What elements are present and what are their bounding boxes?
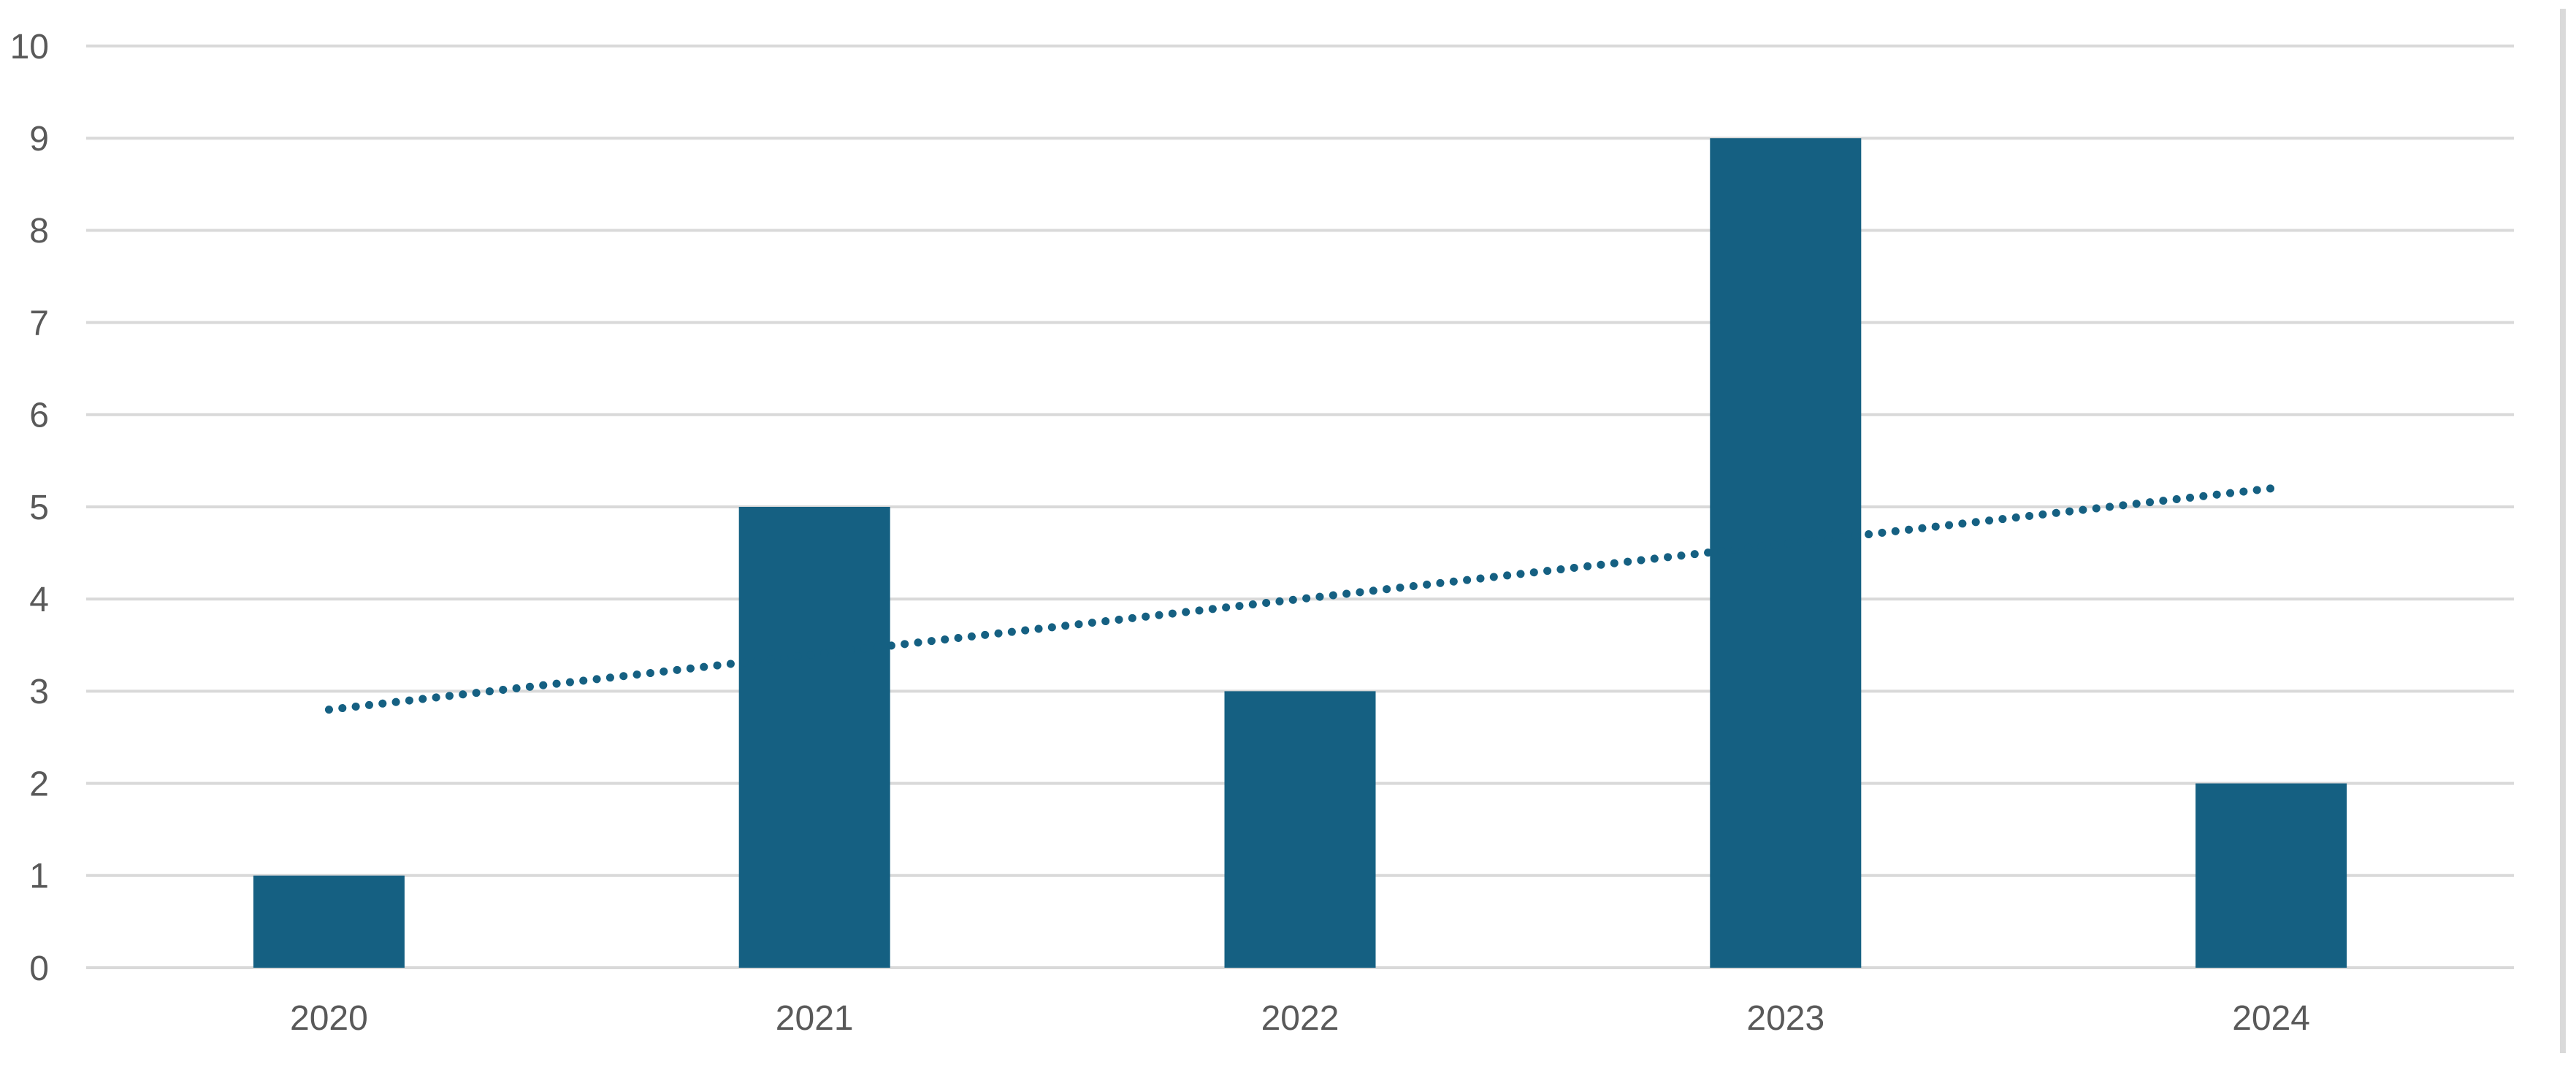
y-tick-label-7: 7 [29,304,49,343]
bar-2021 [738,507,890,968]
y-tick-label-5: 5 [29,489,49,527]
y-tick-label-1: 1 [29,857,49,896]
y-tick-label-6: 6 [29,397,49,435]
bar-2022 [1224,691,1376,968]
x-tick-label-2021: 2021 [776,999,854,1038]
x-tick-label-2020: 2020 [290,999,368,1038]
bar-2020 [253,875,405,968]
y-tick-label-8: 8 [29,212,49,251]
y-tick-label-2: 2 [29,765,49,803]
bar-2024 [2195,783,2347,968]
x-tick-label-2023: 2023 [1746,999,1824,1038]
y-tick-label-3: 3 [29,673,49,711]
y-tick-label-4: 4 [29,581,49,619]
x-tick-label-2024: 2024 [2232,999,2310,1038]
y-tick-label-0: 0 [29,949,49,988]
y-tick-label-9: 9 [29,120,49,158]
trendline [324,484,2276,714]
x-tick-label-2022: 2022 [1261,999,1339,1038]
y-tick-label-10: 10 [10,28,49,66]
